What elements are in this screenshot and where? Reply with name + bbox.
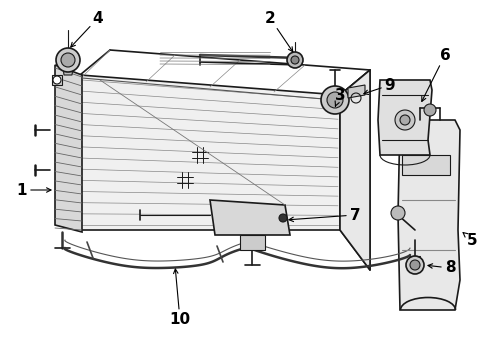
Circle shape	[287, 52, 303, 68]
Text: 4: 4	[71, 10, 103, 47]
Text: 3: 3	[335, 87, 345, 106]
Circle shape	[53, 76, 61, 84]
Polygon shape	[378, 80, 432, 155]
Polygon shape	[62, 60, 74, 75]
Circle shape	[395, 110, 415, 130]
Circle shape	[400, 115, 410, 125]
Circle shape	[406, 256, 424, 274]
Polygon shape	[340, 70, 370, 270]
Polygon shape	[55, 65, 82, 232]
Polygon shape	[398, 120, 460, 310]
Text: 8: 8	[428, 261, 455, 275]
Circle shape	[410, 260, 420, 270]
Polygon shape	[240, 235, 265, 250]
Polygon shape	[52, 75, 62, 85]
Polygon shape	[210, 200, 290, 235]
Circle shape	[391, 206, 405, 220]
Polygon shape	[80, 75, 340, 230]
Circle shape	[327, 92, 343, 108]
Text: 9: 9	[364, 77, 395, 94]
Text: 7: 7	[289, 207, 360, 222]
Circle shape	[61, 53, 75, 67]
Circle shape	[56, 48, 80, 72]
Circle shape	[291, 56, 299, 64]
Circle shape	[321, 86, 349, 114]
Polygon shape	[402, 155, 450, 175]
Circle shape	[424, 104, 436, 116]
Text: 6: 6	[422, 48, 450, 102]
Text: 2: 2	[265, 10, 293, 52]
Circle shape	[279, 214, 287, 222]
Text: 10: 10	[170, 269, 191, 328]
Polygon shape	[348, 85, 365, 98]
Text: 5: 5	[463, 233, 477, 248]
Text: 1: 1	[17, 183, 51, 198]
